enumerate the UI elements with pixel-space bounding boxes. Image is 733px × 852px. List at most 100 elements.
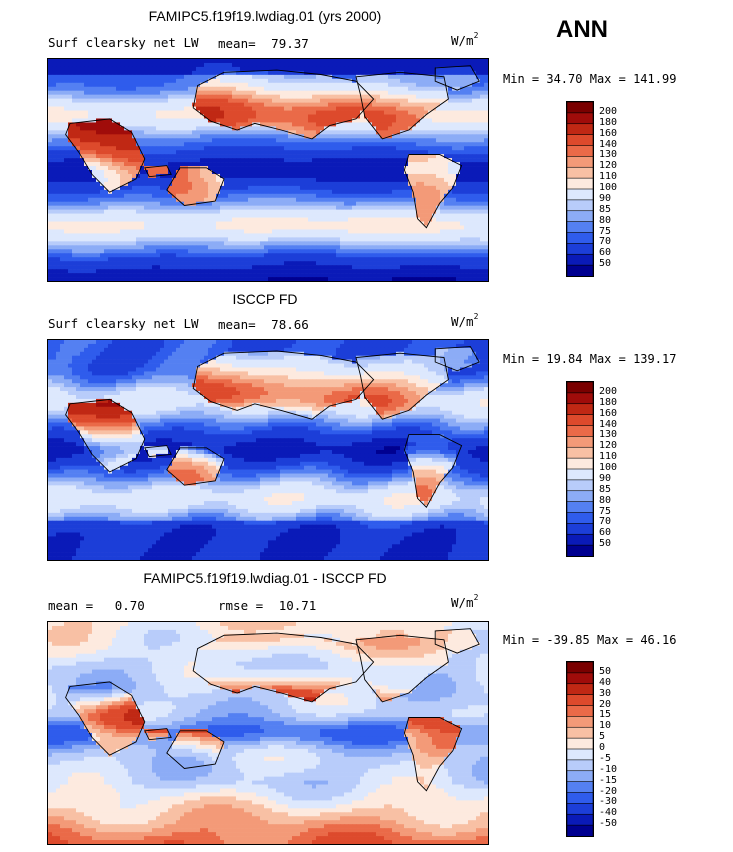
map-cell [236,82,241,88]
map-cell [252,82,257,88]
map-cell [416,126,421,131]
map-cell [60,118,65,123]
map-cell [152,154,157,159]
map-cell [272,213,277,218]
map-cell [232,233,237,238]
map-cell [136,122,141,127]
map-cell [324,181,329,187]
map-cell [420,130,425,135]
map-cell [420,138,425,143]
map-cell [80,126,85,131]
map-cell [296,166,301,171]
map-cell [232,138,237,143]
map-cell [60,70,65,76]
map-cell [160,126,165,131]
map-cell [340,138,345,143]
map-cell [88,225,93,230]
map-cell [480,74,485,80]
map-cell [68,62,73,68]
map-cell [132,237,137,242]
map-cell [344,233,349,238]
map-cell [268,134,273,139]
map-cell [176,158,181,163]
map-cell [476,229,481,234]
map-cell [180,213,185,218]
map-cell [140,225,145,230]
map-cell [420,201,425,206]
map-cell [436,59,441,64]
map-cell [116,82,121,88]
map-cell [372,130,377,135]
map-cell [412,106,417,111]
map-cell [208,126,213,131]
map-cell [248,225,253,230]
map-cell [284,150,289,155]
map-cell [208,82,213,88]
map-cell [372,98,377,103]
map-cell [252,94,257,99]
map-cell [328,138,333,143]
map-cell [148,158,153,163]
map-cell [260,166,265,171]
map-cell [144,82,149,88]
map-cell [468,86,473,92]
map-cell [440,138,445,143]
map-cell [240,146,245,151]
map-cell [200,150,205,155]
map-cell [168,225,173,230]
map-cell [348,134,353,139]
map-cell [368,213,373,218]
map-cell [128,82,133,88]
map-cell [400,110,405,115]
map-cell [352,126,357,131]
map-cell [300,185,305,191]
map-cell [136,130,141,135]
map-cell [112,189,117,195]
map-cell [440,118,445,123]
map-cell [228,62,233,68]
map-cell [212,94,217,99]
map-cell [396,213,401,218]
map-cell [304,154,309,159]
map-cell [220,205,225,210]
map-cell [92,122,97,127]
map-cell [464,138,469,143]
map-cell [436,94,441,99]
map-cell [60,225,65,230]
map-cell [452,197,457,203]
map-cell [76,225,81,230]
map-cell [252,189,257,195]
map-cell [92,221,97,226]
map-cell [292,66,297,72]
map-cell [180,185,185,191]
map-cell [472,189,477,195]
map-cell [352,102,357,107]
map-cell [344,189,349,195]
map-cell [116,213,121,218]
map-cell [192,162,197,167]
map-cell [360,166,365,171]
map-cell [328,114,333,119]
map-cell [408,106,413,111]
map-cell [224,229,229,234]
map-cell [80,122,85,127]
map-cell [92,213,97,218]
map-cell [132,225,137,230]
map-cell [52,98,57,103]
map-cell [72,118,77,123]
map-cell [436,82,441,88]
map-cell [180,177,185,183]
map-cell [216,158,221,163]
map-cell [320,189,325,195]
map-cell [436,74,441,80]
map-cell [420,225,425,230]
map-cell [272,217,277,222]
map-cell [212,59,217,64]
map-cell [352,229,357,234]
map-cell [236,209,241,214]
map-cell [152,221,157,226]
panel-1-variable: Surf clearsky net LW [48,35,199,50]
map-cell [400,158,405,163]
map-cell [328,162,333,167]
map-cell [96,162,101,167]
